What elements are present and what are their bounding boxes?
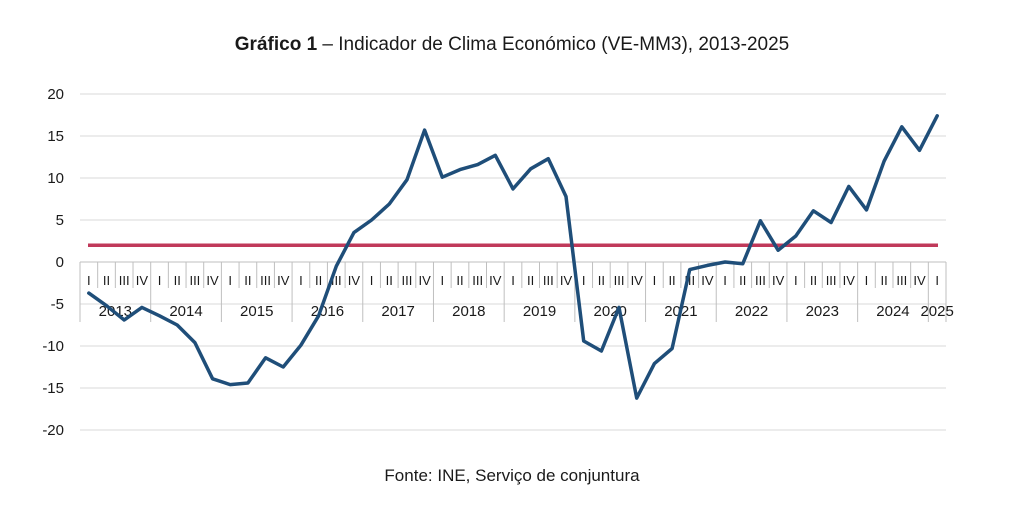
quarter-label: III <box>755 273 766 288</box>
quarter-label: IV <box>913 273 926 288</box>
quarter-label: I <box>370 273 374 288</box>
quarter-label: IV <box>348 273 361 288</box>
quarter-label: III <box>331 273 342 288</box>
quarter-label: I <box>228 273 232 288</box>
quarter-label: III <box>119 273 130 288</box>
year-label: 2025 <box>920 303 953 320</box>
y-tick-label: 10 <box>47 170 64 187</box>
x-axis: I II III IV I II III IV I II III IV I II III IV I II III IV… <box>79 261 954 322</box>
y-tick-label: -10 <box>42 338 64 355</box>
quarter-label: III <box>614 273 625 288</box>
quarter-label: III <box>402 273 413 288</box>
y-tick-label: -5 <box>51 296 64 313</box>
gridlines <box>80 93 946 431</box>
quarter-label: I <box>723 273 727 288</box>
year-label: 2019 <box>523 303 556 320</box>
quarter-label: I <box>299 273 303 288</box>
quarter-label: III <box>189 273 200 288</box>
quarter-label: IV <box>277 273 290 288</box>
y-tick-label: -15 <box>42 380 64 397</box>
quarter-label: II <box>810 273 817 288</box>
quarter-label: I <box>440 273 444 288</box>
quarter-label: II <box>103 273 110 288</box>
y-tick-label: 15 <box>47 128 64 145</box>
quarter-label: IV <box>136 273 149 288</box>
year-label: 2024 <box>876 303 909 320</box>
quarter-label: III <box>826 273 837 288</box>
quarter-label: III <box>543 273 554 288</box>
quarter-label: IV <box>772 273 785 288</box>
quarter-label: I <box>511 273 515 288</box>
series-line <box>87 114 939 400</box>
year-label: 2017 <box>381 303 414 320</box>
quarter-label: II <box>881 273 888 288</box>
quarter-label: II <box>456 273 463 288</box>
year-label: 2023 <box>806 303 839 320</box>
quarter-label: II <box>527 273 534 288</box>
quarter-label: II <box>174 273 181 288</box>
quarter-label: III <box>260 273 271 288</box>
quarter-label: IV <box>843 273 856 288</box>
quarter-label: IV <box>206 273 219 288</box>
quarter-label: III <box>896 273 907 288</box>
chart-title: Gráfico 1 – Indicador de Clima Económico… <box>0 34 1024 56</box>
chart-title-rest: – Indicador de Clima Económico (VE-MM3),… <box>317 34 790 55</box>
quarter-label: IV <box>631 273 644 288</box>
quarter-label: I <box>865 273 869 288</box>
y-tick-label: 5 <box>56 212 64 229</box>
y-tick-label: -20 <box>42 422 64 439</box>
year-label: 2018 <box>452 303 485 320</box>
quarter-label: IV <box>489 273 502 288</box>
quarter-label: I <box>794 273 798 288</box>
quarter-label: I <box>935 273 939 288</box>
quarter-label: II <box>386 273 393 288</box>
quarter-label: IV <box>701 273 714 288</box>
quarter-label: III <box>472 273 483 288</box>
y-axis-ticks: -20 -15 -10 -5 0 5 10 15 20 <box>42 86 64 439</box>
chart-title-bold: Gráfico 1 <box>234 34 318 55</box>
quarter-label: III <box>684 273 695 288</box>
quarter-label: II <box>244 273 251 288</box>
year-label: 2014 <box>169 303 202 320</box>
quarter-label: IV <box>560 273 573 288</box>
quarter-label: I <box>158 273 162 288</box>
quarter-label: I <box>653 273 657 288</box>
quarter-label: II <box>668 273 675 288</box>
quarter-label: II <box>598 273 605 288</box>
quarter-label: II <box>739 273 746 288</box>
quarter-label: II <box>315 273 322 288</box>
quarter-label: I <box>582 273 586 288</box>
quarter-label: IV <box>418 273 431 288</box>
y-tick-label: 0 <box>56 254 64 271</box>
y-tick-label: 20 <box>47 86 64 103</box>
year-label: 2015 <box>240 303 273 320</box>
series-group <box>87 114 939 400</box>
year-label: 2022 <box>735 303 768 320</box>
chart-source: Fonte: INE, Serviço de conjuntura <box>384 466 640 485</box>
quarter-label: I <box>87 273 91 288</box>
